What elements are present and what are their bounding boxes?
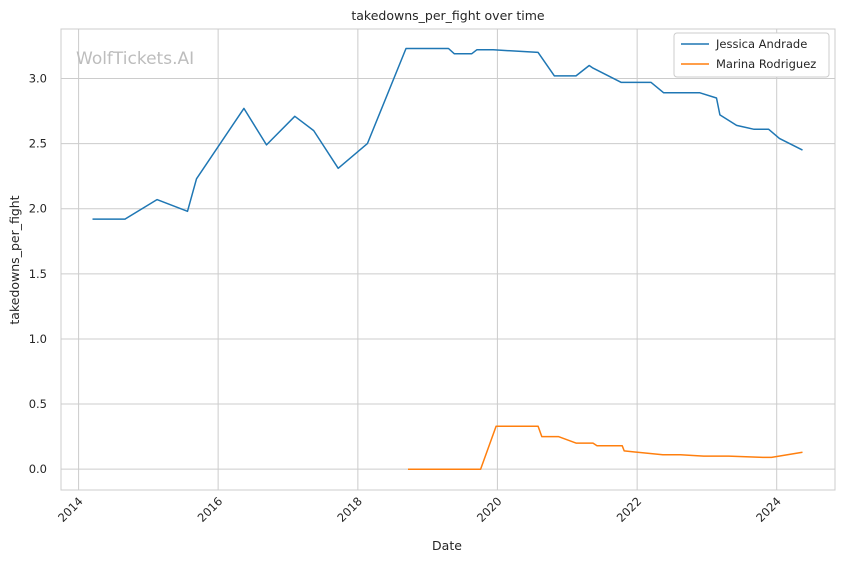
y-gridlines	[61, 77, 835, 470]
x-gridlines	[78, 29, 778, 490]
legend: Jessica Andrade Marina Rodriguez	[673, 32, 830, 78]
y-tick-label: 2.5	[29, 137, 47, 151]
legend-label-jessica-andrade: Jessica Andrade	[715, 37, 807, 51]
chart-title: takedowns_per_fight over time	[351, 8, 545, 23]
watermark: WolfTickets.AI	[76, 49, 194, 69]
y-tick-label: 3.0	[29, 71, 47, 85]
series-lines	[92, 47, 803, 470]
x-tick-label: 2022	[614, 494, 645, 525]
y-axis-label: takedowns_per_fight	[7, 195, 22, 324]
legend-box	[673, 32, 830, 78]
y-tick-label: 1.5	[29, 267, 47, 281]
x-axis-label: Date	[432, 538, 462, 553]
y-tick-labels: 0.0 0.5 1.0 1.5 2.0 2.5 3.0	[29, 71, 47, 476]
plot-area	[61, 29, 835, 490]
x-tick-label: 2020	[474, 494, 505, 525]
y-tick-label: 0.0	[29, 462, 47, 476]
x-tick-label: 2016	[195, 494, 226, 525]
y-tick-label: 2.0	[29, 202, 47, 216]
x-tick-label: 2024	[753, 494, 784, 525]
series-line-jessica-andrade	[92, 47, 803, 220]
x-tick-label: 2018	[334, 494, 365, 525]
plot-frame	[60, 28, 836, 491]
y-tick-label: 1.0	[29, 332, 47, 346]
x-tick-label: 2014	[55, 494, 86, 525]
legend-label-marina-rodriguez: Marina Rodriguez	[716, 57, 816, 71]
y-tick-label: 0.5	[29, 397, 47, 411]
series-line-marina-rodriguez	[408, 425, 803, 470]
x-tick-labels: 2014 2016 2018 2020 2022 2024	[55, 494, 784, 525]
